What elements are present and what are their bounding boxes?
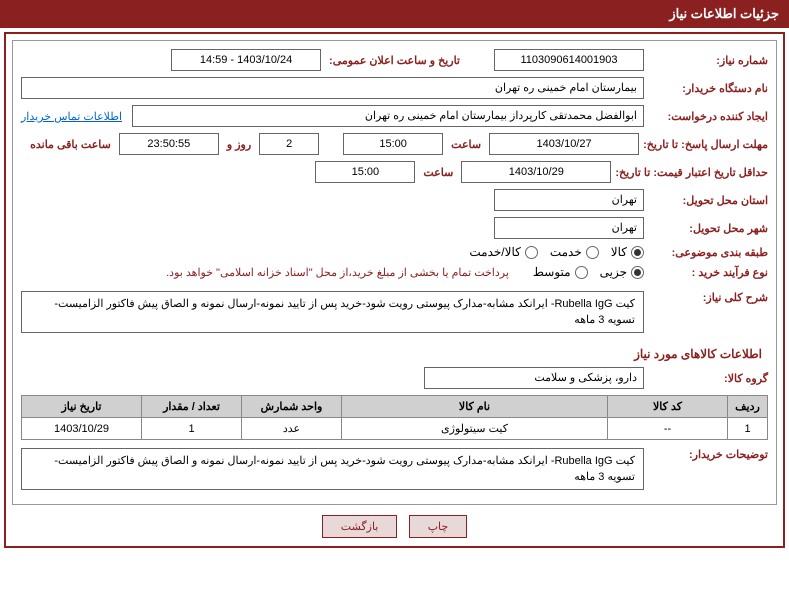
deadline-time: 15:00: [343, 133, 443, 155]
buyer-notes-label: توضیحات خریدار:: [648, 448, 768, 461]
validity-time: 15:00: [315, 161, 415, 183]
process-note: پرداخت تمام یا بخشی از مبلغ خرید،از محل …: [166, 266, 529, 279]
validity-label: حداقل تاریخ اعتبار قیمت: تا تاریخ:: [615, 166, 768, 179]
need-no-value: 1103090614001903: [494, 49, 644, 71]
days-label: روز و: [223, 138, 255, 151]
td-unit: عدد: [242, 418, 342, 440]
buyer-label: نام دستگاه خریدار:: [648, 82, 768, 95]
category-radio-group: کالا خدمت کالا/خدمت: [469, 245, 644, 259]
contact-link[interactable]: اطلاعات تماس خریدار: [21, 110, 128, 123]
th-date: تاریخ نیاز: [22, 396, 142, 418]
button-row: چاپ بازگشت: [12, 505, 777, 540]
overall-desc-box: کیت Rubella IgG- ایرانکد مشابه-مدارک پیو…: [21, 291, 644, 333]
remain-label: ساعت باقی مانده: [26, 138, 115, 151]
validity-date: 1403/10/29: [461, 161, 611, 183]
row-validity: حداقل تاریخ اعتبار قیمت: تا تاریخ: 1403/…: [21, 161, 768, 183]
days-value: 2: [259, 133, 319, 155]
row-city: شهر محل تحویل: تهران: [21, 217, 768, 239]
announce-value: 1403/10/24 - 14:59: [171, 49, 321, 71]
page-header: جزئیات اطلاعات نیاز: [0, 0, 789, 28]
table-row: 1 -- کیت سیتولوژی عدد 1 1403/10/29: [22, 418, 768, 440]
row-process: نوع فرآیند خرید : جزیی متوسط پرداخت تمام…: [21, 265, 768, 279]
th-qty: تعداد / مقدار: [142, 396, 242, 418]
row-province: استان محل تحویل: تهران: [21, 189, 768, 211]
process-radio-group: جزیی متوسط: [533, 265, 644, 279]
time-label-2: ساعت: [419, 166, 457, 179]
td-row: 1: [728, 418, 768, 440]
row-deadline: مهلت ارسال پاسخ: تا تاریخ: 1403/10/27 سا…: [21, 133, 768, 155]
row-group: گروه کالا: دارو، پزشکی و سلامت: [21, 367, 768, 389]
announce-label: تاریخ و ساعت اعلان عمومی:: [325, 54, 490, 67]
radio-dot-icon: [631, 246, 644, 259]
th-unit: واحد شمارش: [242, 396, 342, 418]
category-label: طبقه بندی موضوعی:: [648, 246, 768, 259]
city-label: شهر محل تحویل:: [648, 222, 768, 235]
creator-value: ابوالفضل محمدتقی کارپرداز بیمارستان امام…: [132, 105, 644, 127]
radio-khedmat[interactable]: خدمت: [550, 245, 599, 259]
need-no-label: شماره نیاز:: [648, 54, 768, 67]
radio-both-label: کالا/خدمت: [469, 245, 520, 259]
row-creator: ایجاد کننده درخواست: ابوالفضل محمدتقی کا…: [21, 105, 768, 127]
row-category: طبقه بندی موضوعی: کالا خدمت کالا/خدمت: [21, 245, 768, 259]
buyer-value: بیمارستان امام خمینی ره تهران: [21, 77, 644, 99]
radio-dot-icon: [586, 246, 599, 259]
items-table: ردیف کد کالا نام کالا واحد شمارش تعداد /…: [21, 395, 768, 440]
print-button[interactable]: چاپ: [409, 515, 468, 538]
th-code: کد کالا: [608, 396, 728, 418]
deadline-date: 1403/10/27: [489, 133, 639, 155]
items-section-label: اطلاعات کالاهای مورد نیاز: [21, 339, 768, 367]
group-label: گروه کالا:: [648, 372, 768, 385]
time-label-1: ساعت: [447, 138, 485, 151]
row-overall-desc: شرح کلی نیاز: کیت Rubella IgG- ایرانکد م…: [21, 291, 768, 333]
radio-dot-icon: [631, 266, 644, 279]
td-qty: 1: [142, 418, 242, 440]
td-date: 1403/10/29: [22, 418, 142, 440]
radio-kala[interactable]: کالا: [611, 245, 644, 259]
th-row: ردیف: [728, 396, 768, 418]
back-button[interactable]: بازگشت: [322, 515, 398, 538]
countdown-value: 23:50:55: [119, 133, 219, 155]
province-label: استان محل تحویل:: [648, 194, 768, 207]
creator-label: ایجاد کننده درخواست:: [648, 110, 768, 123]
deadline-label: مهلت ارسال پاسخ: تا تاریخ:: [643, 138, 768, 151]
radio-dot-icon: [575, 266, 588, 279]
table-header-row: ردیف کد کالا نام کالا واحد شمارش تعداد /…: [22, 396, 768, 418]
row-buyer-notes: توضیحات خریدار: کیت Rubella IgG- ایرانکد…: [21, 448, 768, 490]
form-panel: شماره نیاز: 1103090614001903 تاریخ و ساع…: [12, 40, 777, 505]
radio-dot-icon: [525, 246, 538, 259]
header-title: جزئیات اطلاعات نیاز: [669, 6, 779, 21]
td-name: کیت سیتولوژی: [342, 418, 608, 440]
province-value: تهران: [494, 189, 644, 211]
row-need-no: شماره نیاز: 1103090614001903 تاریخ و ساع…: [21, 49, 768, 71]
radio-kala-label: کالا: [611, 245, 627, 259]
city-value: تهران: [494, 217, 644, 239]
td-code: --: [608, 418, 728, 440]
radio-both[interactable]: کالا/خدمت: [469, 245, 537, 259]
overall-desc-label: شرح کلی نیاز:: [648, 291, 768, 304]
main-container: شماره نیاز: 1103090614001903 تاریخ و ساع…: [4, 32, 785, 548]
buyer-notes-box: کیت Rubella IgG- ایرانکد مشابه-مدارک پیو…: [21, 448, 644, 490]
group-value: دارو، پزشکی و سلامت: [424, 367, 644, 389]
radio-khedmat-label: خدمت: [550, 245, 582, 259]
radio-small-label: جزیی: [600, 265, 627, 279]
th-name: نام کالا: [342, 396, 608, 418]
radio-medium[interactable]: متوسط: [533, 265, 588, 279]
row-buyer: نام دستگاه خریدار: بیمارستان امام خمینی …: [21, 77, 768, 99]
radio-medium-label: متوسط: [533, 265, 571, 279]
radio-small[interactable]: جزیی: [600, 265, 644, 279]
process-label: نوع فرآیند خرید :: [648, 266, 768, 279]
